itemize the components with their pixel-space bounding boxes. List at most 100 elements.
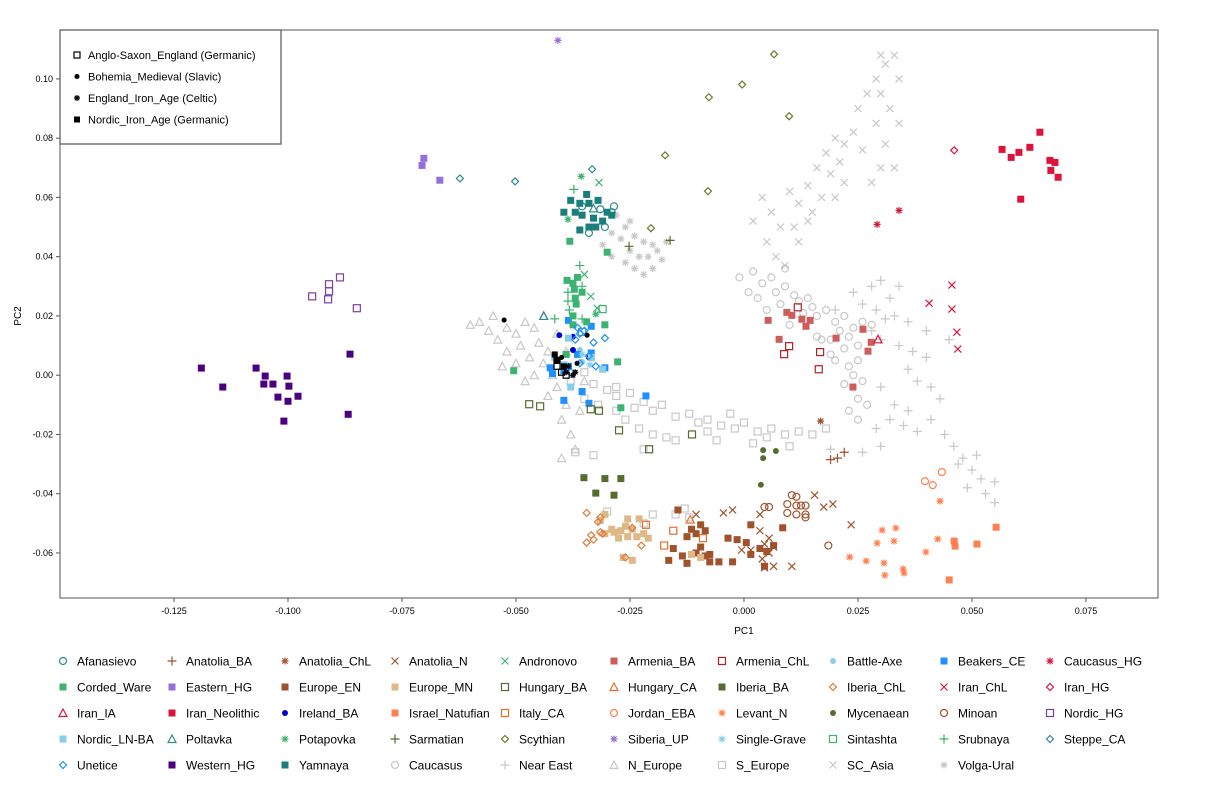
legend-marker-siberia-up	[610, 735, 618, 743]
point-sarmatian	[624, 241, 634, 251]
point-scythian	[737, 80, 747, 89]
legend-marker-iran-neolithic	[168, 709, 176, 717]
point-scythian	[703, 186, 713, 196]
point-israel-natufian	[945, 576, 953, 584]
point-near-east	[894, 281, 904, 291]
point-sc-asia	[776, 223, 785, 231]
point-corded-ware	[614, 358, 622, 366]
point-caucasus	[831, 317, 840, 326]
point-armenia-chl	[816, 347, 825, 357]
point-beakers-ce	[578, 387, 586, 395]
point-volga-ural	[621, 223, 629, 231]
point-iran-neolithic	[1017, 195, 1025, 203]
point-s-europe	[767, 424, 776, 433]
point-n-europe	[501, 322, 512, 332]
point-volga-ural	[640, 238, 648, 246]
point-europe-mn	[601, 530, 609, 538]
point-yamnaya	[592, 223, 600, 231]
point-nordic-iron-age-germanic	[551, 351, 558, 358]
point-minoan	[783, 508, 792, 518]
point-europe-mn	[688, 550, 696, 558]
point-srubnaya	[575, 261, 585, 271]
point-sc-asia	[767, 208, 776, 217]
legend-label: Afanasievo	[77, 655, 137, 669]
point-unetice	[584, 351, 594, 361]
point-sc-asia	[872, 74, 881, 83]
point-levant-n	[934, 535, 942, 543]
point-volga-ural	[662, 238, 670, 246]
legend-marker-poltavka	[167, 733, 177, 744]
legend-item-afanasievo: Afanasievo	[58, 655, 137, 669]
point-unetice	[600, 333, 610, 343]
point-beakers-ce	[585, 399, 593, 407]
legend-label: Sarmatian	[409, 733, 464, 747]
inset-legend-label: Anglo-Saxon_England (Germanic)	[88, 50, 256, 62]
point-sc-asia	[817, 193, 826, 202]
legend-item-western-hg: Western_HG	[168, 759, 255, 773]
point-sc-asia	[822, 149, 830, 157]
point-srubnaya	[563, 287, 573, 297]
legend-label: Ireland_BA	[299, 707, 358, 721]
point-corded-ware	[569, 321, 577, 329]
legend-marker-minoan	[939, 708, 949, 718]
point-armenia-chl	[785, 342, 794, 351]
plot-frame	[59, 29, 1159, 599]
point-n-europe	[520, 316, 531, 326]
point-near-east	[876, 441, 886, 451]
x-tick-label: -0.075	[389, 606, 415, 616]
point-minoan	[787, 491, 796, 500]
point-iberia-chl	[637, 541, 646, 550]
point-minoan	[801, 513, 810, 522]
point-volga-ural	[621, 259, 629, 267]
point-europe-en	[697, 521, 705, 529]
point-western-hg	[269, 380, 277, 388]
legend-marker-armenia-ba	[610, 657, 618, 665]
legend-marker-anatolia-ba	[167, 656, 177, 666]
point-europe-en	[742, 539, 750, 547]
point-n-europe	[529, 322, 540, 332]
legend-item-hungary-ca: Hungary_CA	[609, 681, 697, 695]
point-caucasus	[808, 302, 817, 312]
point-sc-asia	[876, 89, 885, 98]
point-levant-n	[890, 537, 898, 545]
point-italy-ca	[669, 526, 678, 535]
legend-item-minoan: Minoan	[939, 707, 997, 721]
point-minoan	[760, 502, 769, 512]
point-eastern-hg	[420, 154, 428, 162]
point-near-east	[876, 275, 886, 285]
x-tick-label: -0.125	[161, 606, 187, 616]
legend-item-jordan-eba: Jordan_EBA	[609, 707, 695, 721]
point-beakers-ce	[587, 322, 595, 330]
y-tick-label: 0.08	[35, 133, 53, 143]
point-s-europe	[648, 406, 657, 415]
point-corded-ware	[566, 237, 574, 245]
point-corded-ware	[578, 288, 586, 296]
point-poltavka	[588, 203, 599, 213]
point-volga-ural	[649, 241, 657, 249]
point-sc-asia	[758, 193, 767, 202]
point-beakers-ce	[560, 396, 568, 404]
point-iberia-ba	[580, 474, 588, 482]
legend-marker-italy-ca	[500, 708, 510, 718]
point-caucasus	[862, 400, 872, 409]
point-corded-ware	[571, 294, 579, 302]
point-england-iron-age-celtic	[565, 363, 572, 370]
point-near-east	[858, 447, 868, 457]
legend-marker-scythian	[500, 734, 510, 744]
point-volga-ural	[640, 270, 648, 278]
point-yamnaya	[585, 199, 593, 207]
point-armenia-ba	[859, 325, 867, 333]
legend-marker-eastern-hg	[168, 683, 176, 691]
legend-label: Beakers_CE	[958, 655, 1025, 669]
point-jordan-eba	[937, 467, 946, 477]
point-western-hg	[346, 350, 354, 358]
legend-label: Armenia_BA	[628, 655, 695, 669]
point-levant-n	[846, 553, 854, 561]
point-s-europe	[648, 510, 657, 519]
point-srubnaya	[564, 305, 574, 315]
point-armenia-ba	[788, 311, 796, 319]
point-iran-chl	[925, 299, 934, 308]
point-caucasus	[844, 406, 853, 415]
legend-label: Corded_Ware	[77, 681, 152, 695]
point-europe-mn	[617, 527, 625, 535]
